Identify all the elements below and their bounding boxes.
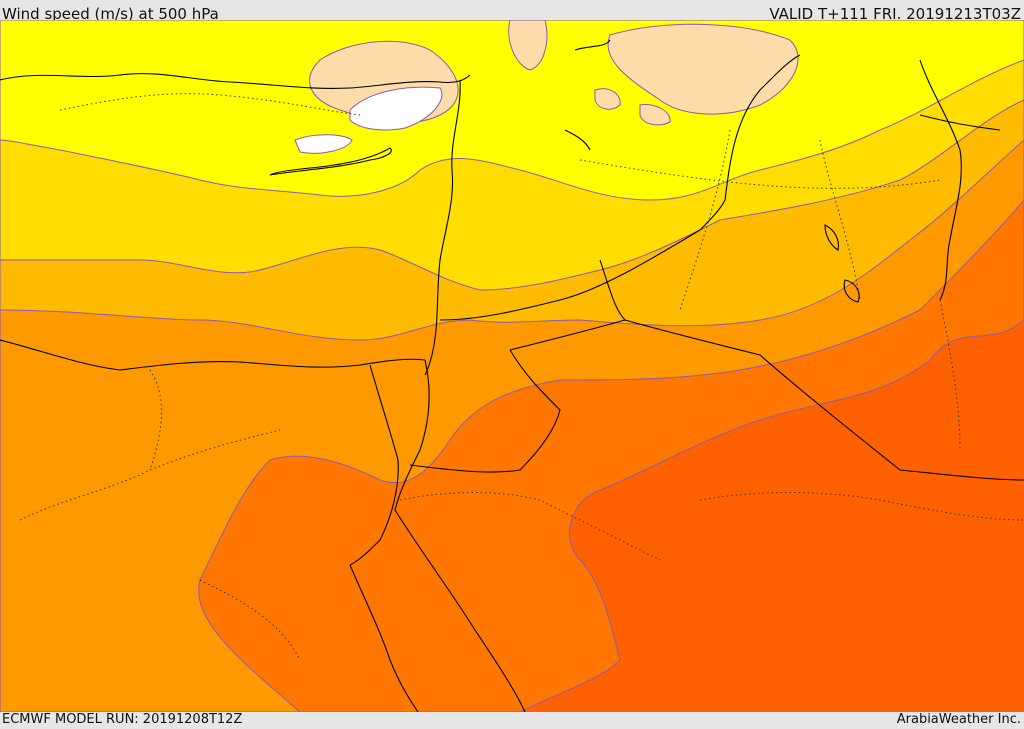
country-borders [0,39,1024,712]
band-peach [594,88,621,110]
credit: ArabiaWeather Inc. [896,712,1021,727]
band-white [349,86,443,131]
band-peach [508,20,548,71]
band-peach [607,23,799,115]
band-peach [639,103,671,126]
band-white [294,134,353,154]
map-footer: ECMWF MODEL RUN: 20191208T12Z ArabiaWeat… [0,711,1024,729]
map-title: Wind speed (m/s) at 500 hPa [2,5,219,23]
map-header: Wind speed (m/s) at 500 hPa VALID T+111 … [0,4,1024,24]
internal-borders [19,93,1024,661]
wind-speed-map[interactable] [0,20,1024,712]
valid-time: VALID T+111 FRI. 20191213T03Z [769,5,1021,23]
model-run: ECMWF MODEL RUN: 20191208T12Z [2,712,243,727]
